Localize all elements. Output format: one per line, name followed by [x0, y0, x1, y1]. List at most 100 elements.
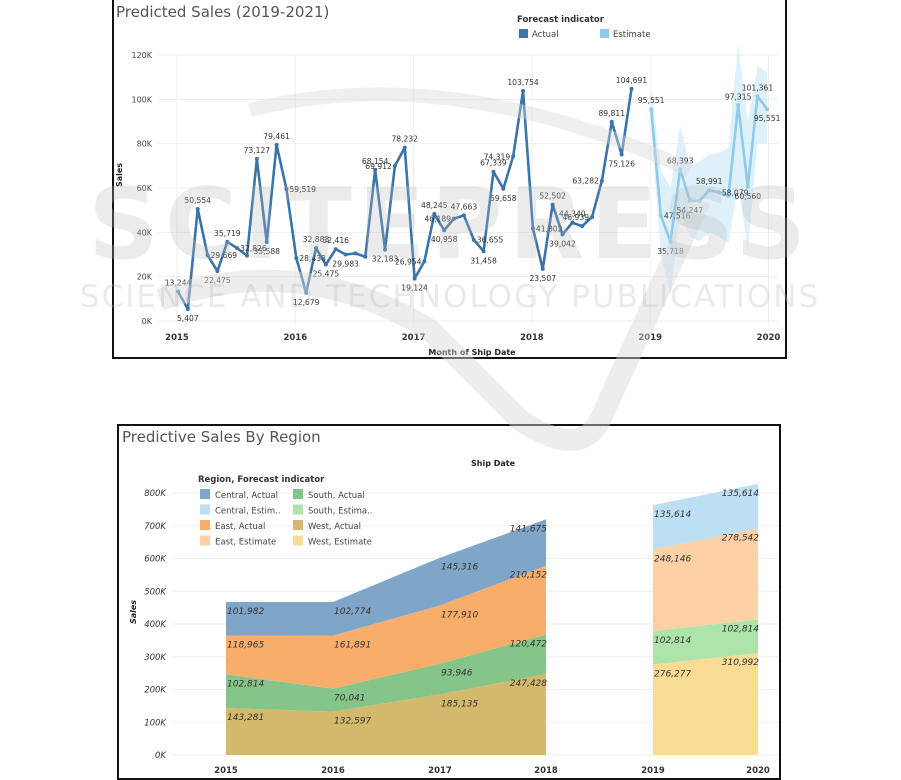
data-point-actual[interactable]	[264, 240, 269, 245]
data-point-actual[interactable]	[373, 167, 378, 172]
data-point-estimate[interactable]	[765, 107, 770, 112]
data-point-actual[interactable]	[185, 307, 190, 312]
legend-swatch-actual	[519, 29, 528, 38]
data-point-actual[interactable]	[461, 213, 466, 218]
area-data-label: 210,152	[510, 571, 547, 581]
data-point-actual[interactable]	[530, 226, 535, 231]
data-point-actual[interactable]	[225, 239, 230, 244]
data-point-actual[interactable]	[363, 254, 368, 259]
legend-label-estimate[interactable]: Estimate	[613, 30, 651, 40]
legend-label-actual[interactable]: Actual	[532, 30, 559, 40]
data-point-actual[interactable]	[422, 259, 427, 264]
data-point-estimate[interactable]	[697, 198, 702, 203]
data-point-actual[interactable]	[412, 276, 417, 281]
data-label: 28,438	[299, 254, 326, 263]
legend-swatch	[200, 520, 210, 530]
data-point-actual[interactable]	[245, 253, 250, 258]
chart2-legend-title: Region, Forecast indicator	[198, 475, 325, 485]
chart2-y-tick-label: 500K	[144, 587, 167, 597]
data-label: 32,416	[322, 236, 349, 245]
data-point-estimate[interactable]	[678, 167, 683, 172]
data-point-actual[interactable]	[629, 86, 634, 91]
area-data-label: 276,277	[654, 670, 691, 680]
data-point-actual[interactable]	[205, 253, 210, 258]
area-east-estimate[interactable]	[653, 528, 758, 631]
data-point-actual[interactable]	[314, 246, 319, 251]
area-data-label: 135,614	[654, 510, 691, 520]
area-data-label: 185,135	[441, 699, 478, 709]
data-label: 47,516	[664, 212, 691, 221]
data-point-actual[interactable]	[432, 212, 437, 217]
data-point-actual[interactable]	[560, 232, 565, 237]
data-point-estimate[interactable]	[658, 213, 663, 218]
data-point-estimate[interactable]	[649, 107, 654, 112]
data-label: 29,669	[211, 251, 238, 260]
data-point-actual[interactable]	[176, 289, 180, 294]
chart2-legend[interactable]: Region, Forecast indicator Central, Actu…	[198, 475, 373, 548]
chart1-series	[176, 86, 770, 312]
data-point-estimate[interactable]	[745, 184, 750, 189]
area-data-label: 118,965	[227, 640, 264, 650]
area-central-actual[interactable]	[226, 519, 546, 636]
data-point-actual[interactable]	[481, 249, 486, 254]
data-point-estimate[interactable]	[716, 190, 721, 195]
data-point-actual[interactable]	[590, 214, 595, 219]
chart1-x-axis-label: Month of Ship Date	[428, 348, 516, 357]
data-point-estimate[interactable]	[668, 239, 673, 244]
data-point-estimate[interactable]	[736, 103, 741, 108]
data-point-actual[interactable]	[353, 251, 358, 256]
data-point-actual[interactable]	[343, 252, 348, 257]
data-point-actual[interactable]	[274, 142, 279, 147]
data-point-estimate[interactable]	[707, 188, 712, 193]
data-point-actual[interactable]	[511, 154, 516, 159]
legend-item-label: West, Actual	[308, 522, 361, 532]
data-label: 58,079	[722, 188, 749, 197]
chart2-y-axis: 0K 100K 200K 300K 400K 500K 600K 700K 800K	[144, 489, 167, 761]
data-point-actual[interactable]	[580, 224, 585, 229]
area-west-estimate[interactable]	[653, 653, 758, 755]
data-point-actual[interactable]	[195, 206, 200, 211]
data-point-estimate[interactable]	[726, 193, 731, 198]
data-point-actual[interactable]	[491, 169, 496, 174]
area-south-actual[interactable]	[226, 634, 546, 712]
area-west-actual[interactable]	[226, 673, 546, 755]
chart2-y-tick-label: 600K	[144, 555, 167, 565]
data-point-actual[interactable]	[215, 269, 220, 274]
chart1-legend[interactable]: Forecast indicator Actual Estimate	[517, 15, 651, 40]
data-point-actual[interactable]	[599, 178, 604, 183]
data-point-actual[interactable]	[402, 145, 407, 150]
data-point-actual[interactable]	[254, 156, 259, 161]
legend-swatch-estimate	[600, 29, 609, 38]
data-point-actual[interactable]	[609, 119, 614, 124]
area-central-estim[interactable]	[653, 483, 758, 550]
data-point-actual[interactable]	[284, 187, 289, 192]
data-label: 60,560	[735, 192, 762, 201]
data-point-actual[interactable]	[521, 89, 526, 94]
legend-swatch	[200, 535, 210, 546]
area-south-estima[interactable]	[653, 619, 758, 665]
data-point-actual[interactable]	[550, 202, 555, 207]
chart1-y-axis: 0K 20K 40K 60K 80K 100K 120K	[131, 51, 152, 326]
data-point-actual[interactable]	[383, 247, 388, 252]
data-point-actual[interactable]	[501, 186, 506, 191]
data-label: 39,042	[549, 239, 576, 248]
data-point-estimate[interactable]	[755, 94, 760, 99]
data-point-actual[interactable]	[294, 255, 299, 260]
data-label: 63,282	[572, 177, 599, 186]
data-point-actual[interactable]	[392, 164, 397, 169]
data-point-actual[interactable]	[235, 246, 240, 251]
data-label: 78,232	[391, 135, 418, 144]
data-point-actual[interactable]	[452, 216, 457, 221]
data-point-actual[interactable]	[619, 152, 624, 157]
data-point-actual[interactable]	[570, 220, 575, 225]
data-label: 75,126	[608, 159, 635, 168]
data-point-actual[interactable]	[442, 228, 447, 233]
data-point-actual[interactable]	[333, 247, 338, 252]
data-point-actual[interactable]	[471, 237, 476, 242]
data-point-actual[interactable]	[304, 290, 309, 295]
data-point-actual[interactable]	[540, 266, 545, 271]
data-point-estimate[interactable]	[687, 198, 692, 203]
area-east-actual[interactable]	[226, 565, 546, 689]
data-point-actual[interactable]	[323, 262, 328, 267]
